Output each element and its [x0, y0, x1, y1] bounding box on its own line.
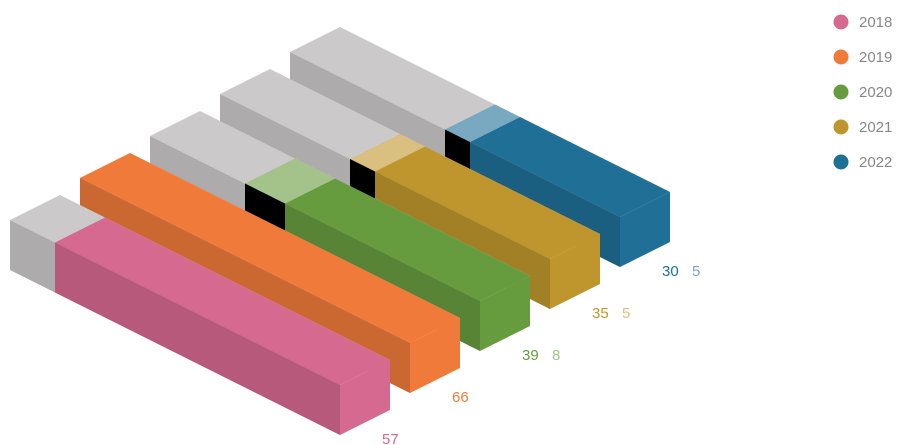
bar-end: [480, 276, 530, 351]
legend-label: 2022: [859, 154, 892, 171]
legend-label: 2019: [859, 49, 892, 66]
value-label: 8: [552, 347, 560, 364]
value-label: 66: [452, 389, 469, 406]
legend-label: 2020: [859, 84, 892, 101]
bar-end: [410, 318, 460, 393]
value-label: 30: [662, 263, 679, 280]
value-label: 5: [692, 263, 700, 280]
legend-marker: [833, 119, 849, 135]
bar-top: [245, 158, 335, 204]
bar-end: [340, 360, 390, 435]
bar-top: [375, 146, 600, 259]
value-label: 5: [622, 305, 630, 322]
bar-end: [620, 192, 670, 267]
bar-top: [350, 134, 425, 172]
bar-side: [55, 242, 340, 435]
legend-marker: [833, 154, 849, 170]
legend-marker: [833, 14, 849, 30]
value-label: 35: [592, 305, 609, 322]
value-label: 39: [522, 347, 539, 364]
bar-top: [470, 117, 670, 217]
bar-end: [550, 234, 600, 309]
value-label: 57: [382, 431, 399, 445]
bar: [55, 217, 390, 435]
bar-top: [285, 178, 530, 301]
legend-marker: [833, 49, 849, 65]
legend-label: 2018: [859, 14, 892, 31]
bar-top: [55, 217, 390, 385]
legend-label: 2021: [859, 119, 892, 136]
bar-top: [445, 104, 520, 142]
bar-top: [80, 153, 460, 343]
legend-marker: [833, 84, 849, 100]
